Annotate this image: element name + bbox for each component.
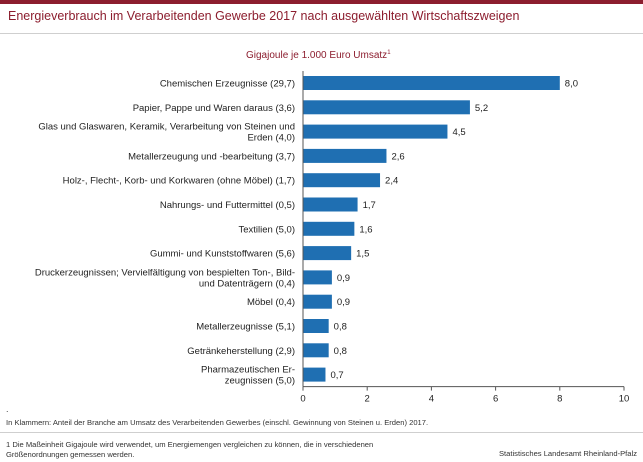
bar xyxy=(303,221,355,236)
value-label: 0,7 xyxy=(330,370,343,381)
value-label: 0,9 xyxy=(337,273,350,284)
title-divider xyxy=(0,33,643,34)
source-credit: Statistisches Landesamt Rheinland-Pfalz xyxy=(498,449,637,458)
value-label: 1,6 xyxy=(359,224,372,235)
bar xyxy=(303,246,352,261)
chart-title: Energieverbrauch im Verarbeitenden Gewer… xyxy=(8,9,520,23)
bar xyxy=(303,76,560,90)
bar-chart: 8,0 Chemischen Erzeugnisse (29,7) 5,2 Papie… xyxy=(35,71,630,405)
bar xyxy=(303,343,329,358)
bar xyxy=(303,100,470,115)
bar xyxy=(303,294,332,309)
category-label: Gummi- und Kunststoffwaren (5,6) xyxy=(150,249,295,260)
x-tick-label: 4 xyxy=(429,394,434,405)
category-label: Möbel (0,4) xyxy=(247,297,295,308)
value-label: 2,4 xyxy=(385,176,398,187)
category-label: Getränkeherstellung (2,9) xyxy=(187,346,295,357)
category-label: Textilien (5,0) xyxy=(239,224,296,235)
bar xyxy=(303,173,381,188)
category-label: Pharmazeutischen Er-zeugnissen (5,0) xyxy=(201,365,295,387)
footnote-klammern: In Klammern: Anteil der Branche am Umsat… xyxy=(6,418,429,427)
category-label: Glas und Glaswaren, Keramik, Verarbeitun… xyxy=(38,122,295,144)
x-tick-label: 0 xyxy=(300,394,305,405)
top-accent-bar xyxy=(0,0,643,4)
footnote-gigajoule: 1 Die Maßeinheit Gigajoule wird verwende… xyxy=(6,440,374,459)
value-label: 4,5 xyxy=(452,127,465,138)
category-label: Druckerzeugnissen; Vervielfältigung von … xyxy=(35,267,295,289)
footnote-marker: . xyxy=(6,404,9,414)
bar xyxy=(303,270,332,285)
value-label: 5,2 xyxy=(475,103,488,114)
category-label: Metallerzeugnisse (5,1) xyxy=(196,322,295,333)
value-label: 0,8 xyxy=(334,346,347,357)
unit-label: Gigajoule je 1.000 Euro Umsatz1 xyxy=(246,50,391,61)
value-label: 8,0 xyxy=(565,79,578,90)
category-label: Papier, Pappe und Waren daraus (3,6) xyxy=(133,103,295,114)
category-label: Metallerzeugung und -bearbeitung (3,7) xyxy=(128,151,295,162)
bar xyxy=(303,197,358,212)
value-label: 1,5 xyxy=(356,249,369,260)
x-tick-label: 8 xyxy=(557,394,562,405)
bar xyxy=(303,367,326,382)
unit-footnote-mark: 1 xyxy=(387,50,391,56)
value-label: 2,6 xyxy=(391,151,404,162)
value-label: 0,8 xyxy=(334,322,347,333)
category-label: Holz-, Flecht-, Korb- und Korkwaren (ohn… xyxy=(63,176,295,187)
x-tick-label: 6 xyxy=(493,394,498,405)
x-tick-label: 10 xyxy=(619,394,630,405)
bar xyxy=(303,148,387,163)
bar xyxy=(303,319,329,333)
bar xyxy=(303,124,448,139)
x-tick-label: 2 xyxy=(365,394,370,405)
category-label: Chemischen Erzeugnisse (29,7) xyxy=(160,79,295,90)
value-label: 0,9 xyxy=(337,297,350,308)
unit-text: Gigajoule je 1.000 Euro Umsatz xyxy=(246,50,388,61)
category-label: Nahrungs- und Futtermittel (0,5) xyxy=(160,200,295,211)
value-label: 1,7 xyxy=(363,200,376,211)
footer-divider xyxy=(0,432,643,433)
